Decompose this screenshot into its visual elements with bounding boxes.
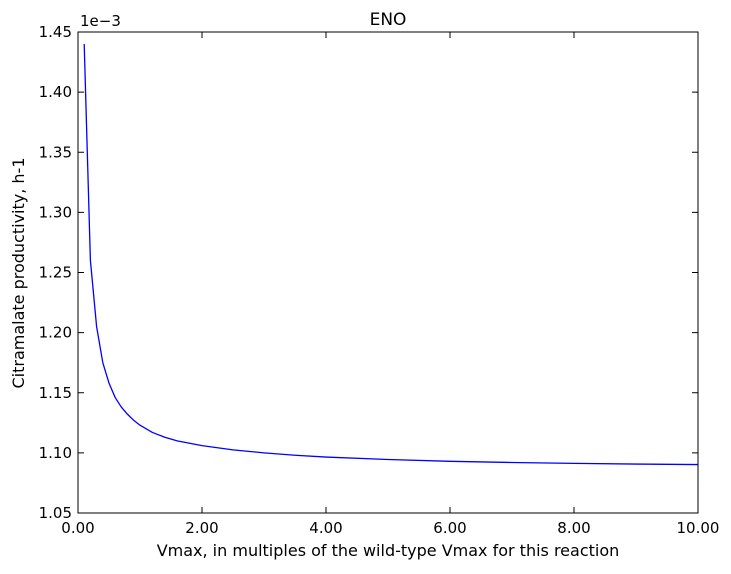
x-axis-label: Vmax, in multiples of the wild-type Vmax… (157, 541, 620, 560)
y-tick-label: 1.40 (39, 83, 72, 101)
plot-area-frame (77, 31, 699, 514)
y-tick-label: 1.25 (39, 264, 72, 282)
x-tick-label: 6.00 (433, 519, 466, 537)
y-tick-label: 1.30 (39, 203, 72, 221)
y-tick-label: 1.15 (39, 384, 72, 402)
y-tick-label: 1.45 (39, 23, 72, 41)
x-tick-label: 0.00 (61, 519, 94, 537)
x-tick-label: 8.00 (557, 519, 590, 537)
series-line (83, 44, 699, 466)
y-tick-label: 1.10 (39, 444, 72, 462)
x-tick-label: 2.00 (185, 519, 218, 537)
x-tick-label: 4.00 (309, 519, 342, 537)
y-tick-label: 1.05 (39, 504, 72, 522)
y-tick-label: 1.35 (39, 143, 72, 161)
y-axis-label: Citramalate productivity, h-1 (9, 157, 28, 388)
x-tick-label: 10.00 (677, 519, 720, 537)
chart-title: ENO (370, 10, 407, 30)
y-tick-label: 1.20 (39, 324, 72, 342)
y-axis-offset-text: 1e−3 (80, 12, 121, 30)
series-layer (83, 44, 699, 466)
axis-ticks: 0.00 2.00 4.00 6.00 8.00 10.00 1.05 1.10 1.15 1.2… (39, 23, 720, 537)
